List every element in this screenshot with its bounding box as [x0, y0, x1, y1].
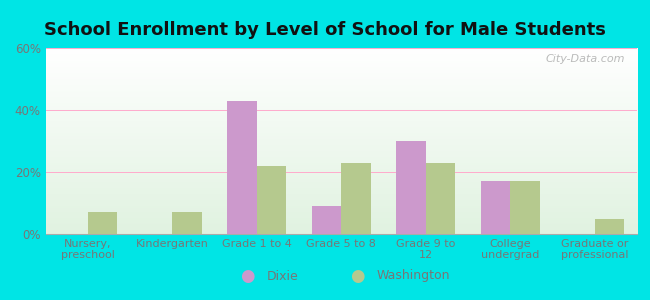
Bar: [396, 141, 426, 234]
Text: Dixie: Dixie: [266, 269, 298, 283]
Text: City-Data.com: City-Data.com: [545, 54, 625, 64]
Text: ●: ●: [350, 267, 365, 285]
Bar: [595, 218, 624, 234]
Text: Washington: Washington: [377, 269, 450, 283]
Bar: [341, 163, 370, 234]
Bar: [481, 181, 510, 234]
Bar: [312, 206, 341, 234]
Bar: [257, 166, 286, 234]
Bar: [172, 212, 202, 234]
Text: ●: ●: [240, 267, 254, 285]
Bar: [88, 212, 117, 234]
Bar: [510, 181, 540, 234]
Bar: [426, 163, 455, 234]
Text: School Enrollment by Level of School for Male Students: School Enrollment by Level of School for…: [44, 21, 606, 39]
Bar: [227, 101, 257, 234]
